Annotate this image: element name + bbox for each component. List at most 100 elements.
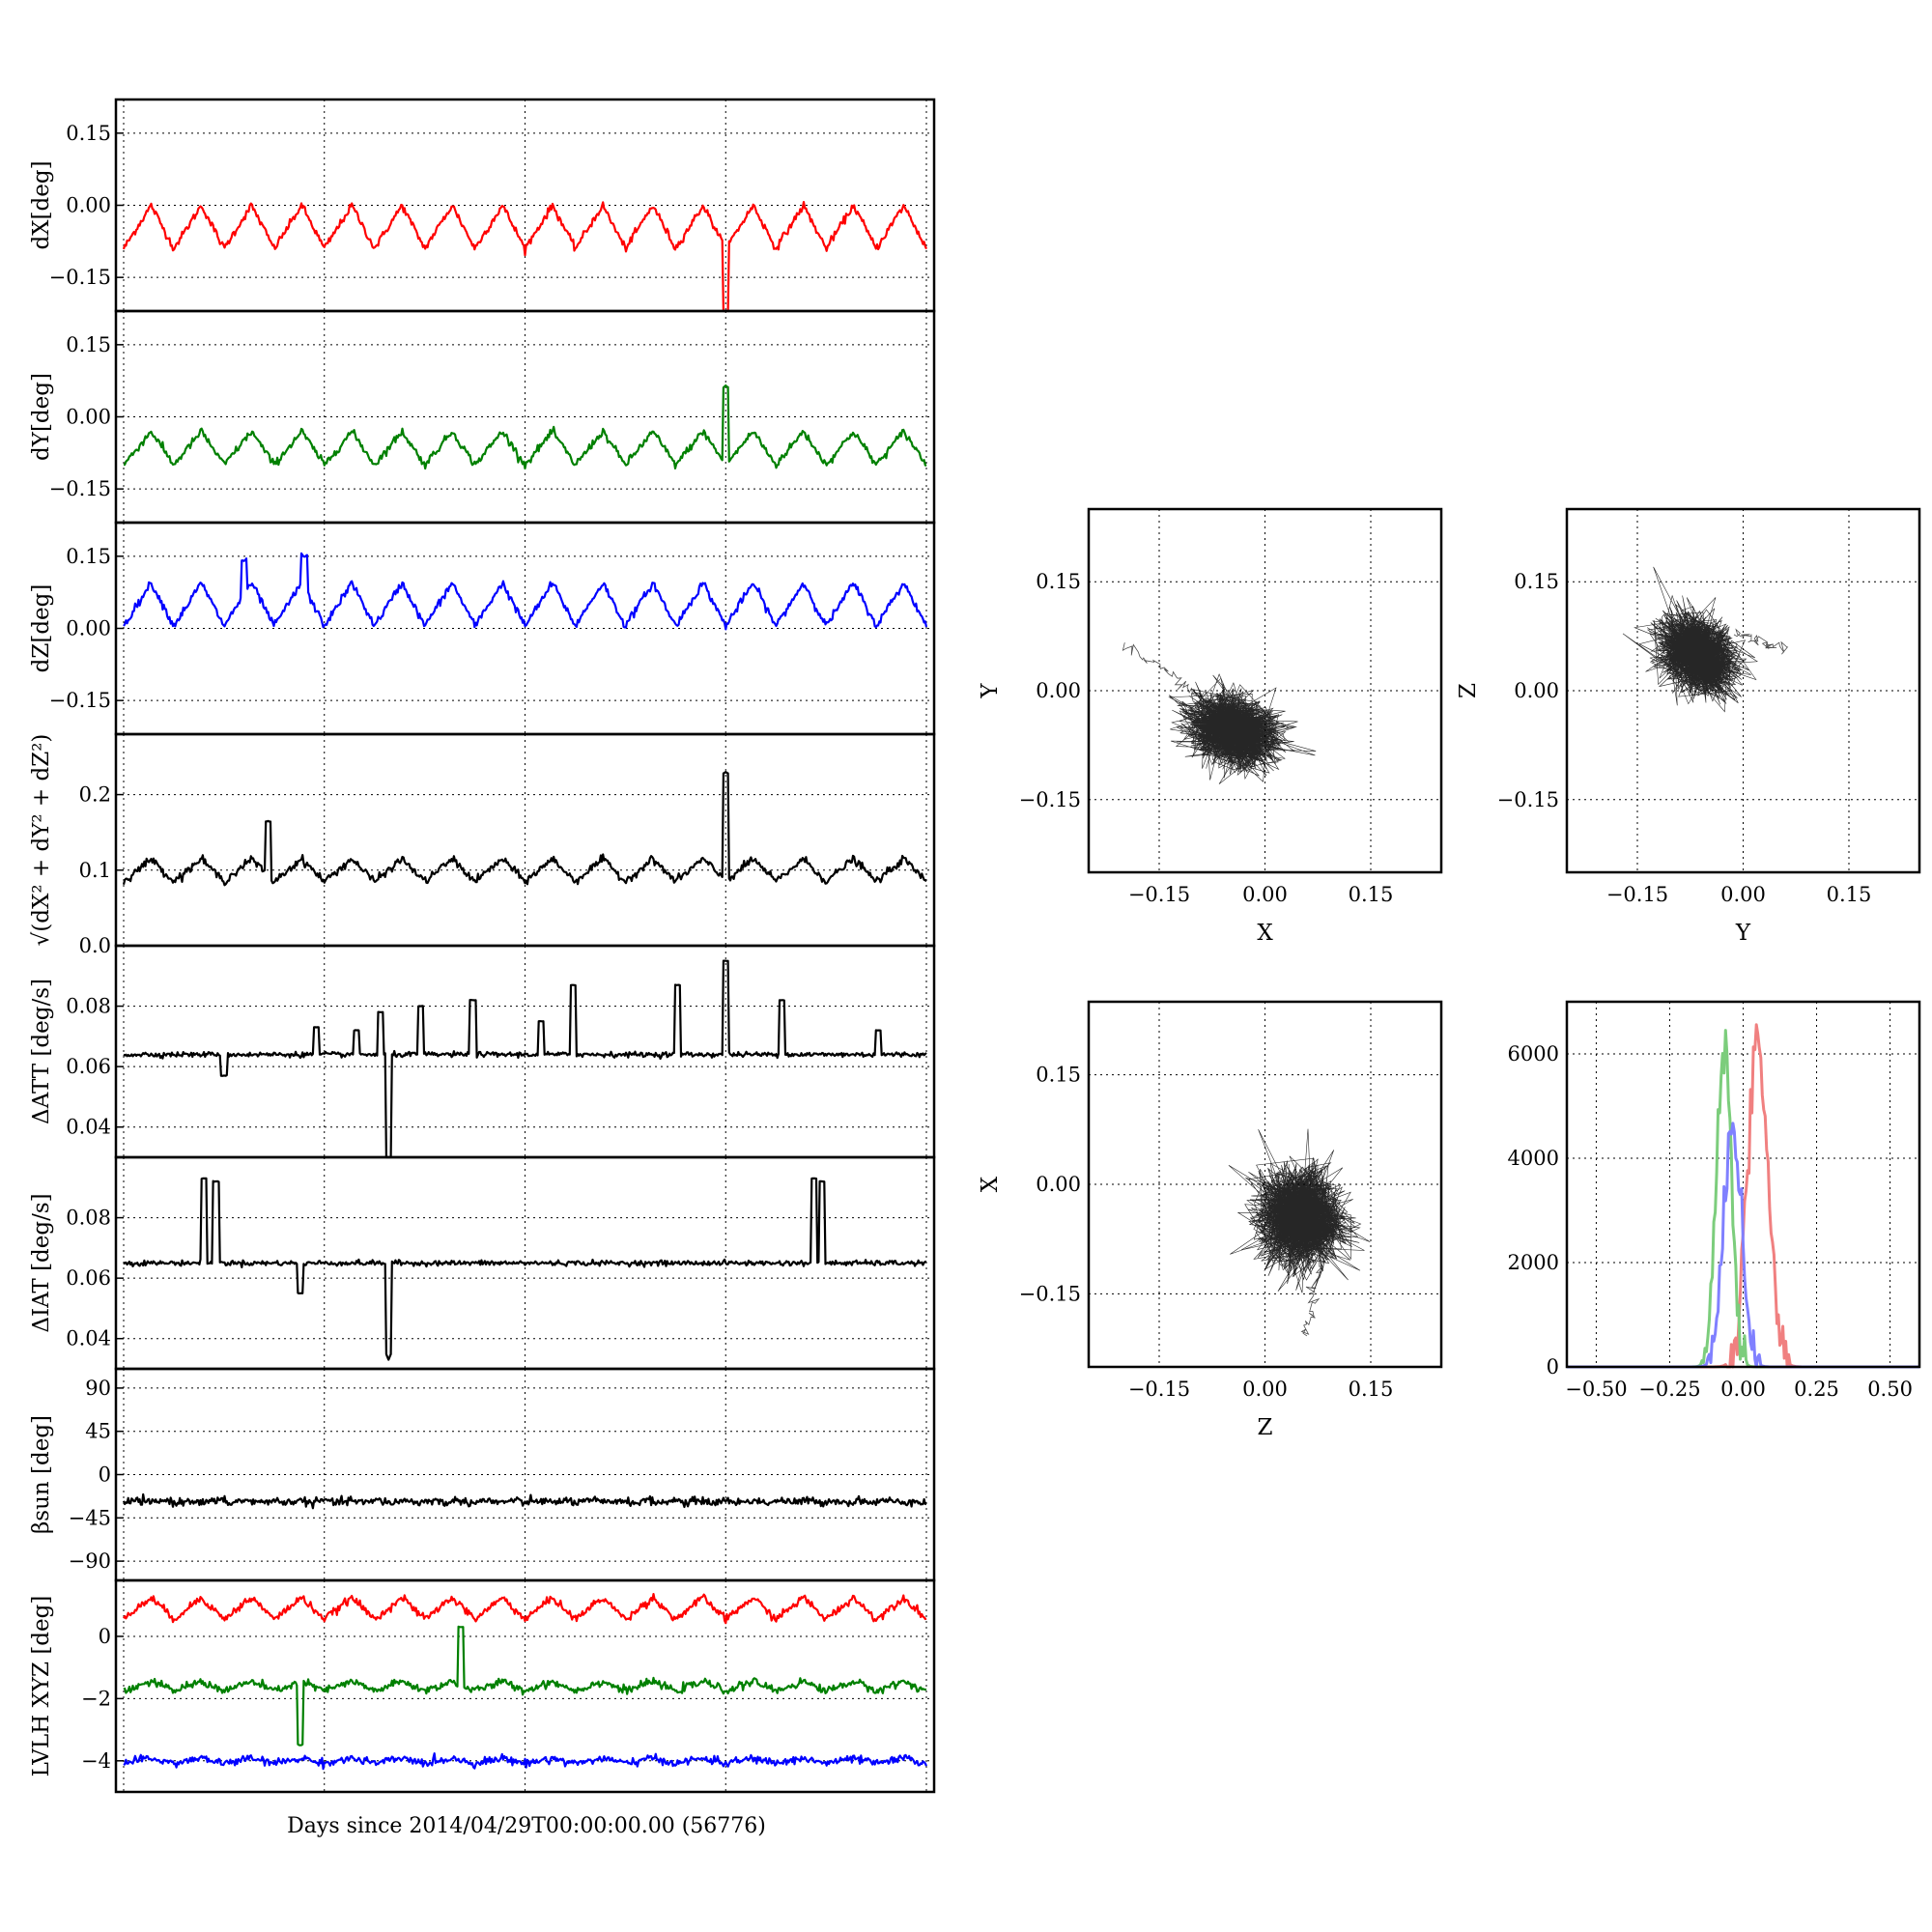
timeseries-panel-6: 0.08 0.06 0.04 ΔIAT [deg/s] [29, 1155, 936, 1371]
y-axis-label: Y [978, 683, 1003, 699]
series-line-green [123, 1625, 927, 1747]
y-tick-label: 90 [85, 1377, 111, 1400]
series-line-black [123, 959, 927, 1159]
scatter-panel-yz: −0.15 0.00 0.15 0.15 0.00 −0.15 Y Z [1456, 507, 1921, 946]
y-axis-label: X [978, 1176, 1003, 1192]
y-tick-label: 0 [1547, 1355, 1559, 1378]
y-tick-label: 0.00 [66, 194, 111, 217]
y-tick-label: 6000 [1508, 1042, 1559, 1065]
x-tick-label: −0.15 [1128, 883, 1190, 906]
y-axis-label: LVLH XYZ [deg] [29, 1596, 54, 1777]
y-tick-label: 0.04 [66, 1327, 111, 1350]
y-tick-label: 0.15 [66, 545, 111, 568]
x-tick-label: 0.50 [1867, 1378, 1913, 1401]
y-axis-label: ΔATT [deg/s] [29, 979, 54, 1124]
timeseries-panel-8: 0 −2 −4 LVLH XYZ [deg] [29, 1578, 936, 1794]
series-line-black [123, 1177, 926, 1361]
y-tick-label: −0.15 [1497, 788, 1559, 811]
y-tick-label: −0.15 [49, 689, 111, 712]
scatter-tail [1122, 642, 1205, 698]
timeseries-panel-3: 0.15 0.00 −0.15 dZ[deg] [29, 521, 936, 736]
y-tick-label: 0.0 [79, 934, 111, 957]
scatter-tail [1733, 628, 1789, 655]
y-tick-label: 0.15 [66, 333, 111, 356]
histogram-panel: −0.50 −0.25 0.00 0.25 0.50 6000 4000 2000 0 [1508, 1000, 1921, 1401]
y-tick-label: 45 [85, 1420, 111, 1443]
timeseries-panel-5: 0.08 0.06 0.04 ΔATT [deg/s] [29, 944, 936, 1159]
y-tick-label: 4000 [1508, 1147, 1559, 1170]
y-tick-label: 0.00 [1036, 1173, 1081, 1196]
scatter-cloud [1622, 566, 1759, 713]
y-tick-label: 0.00 [66, 617, 111, 640]
timeseries-panel-4: 0.2 0.1 0.0 √(dX² + dY² + dZ²) [29, 732, 936, 957]
scatter-panel-xy: −0.15 0.00 0.15 0.15 0.00 −0.15 X Y [978, 507, 1443, 946]
timeseries-panel-2: 0.15 0.00 −0.15 dY[deg] [29, 309, 936, 525]
series-line-red [122, 201, 928, 313]
y-tick-label: 0.08 [66, 995, 111, 1018]
scatter-cloud [1228, 1128, 1371, 1293]
y-tick-label: 0.15 [1036, 1064, 1081, 1087]
x-tick-label: −0.50 [1565, 1378, 1627, 1401]
x-tick-label: −0.15 [1128, 1378, 1190, 1401]
timeseries-panel-1: 0.15 0.00 −0.15 dX[deg] [29, 98, 936, 313]
x-tick-label: −0.15 [1606, 883, 1668, 906]
scatter-panel-zx: −0.15 0.00 0.15 0.15 0.00 −0.15 Z X [978, 1000, 1443, 1440]
series-line-blue [123, 552, 928, 631]
y-tick-label: 0.00 [1036, 679, 1081, 702]
series-line-black [122, 771, 927, 887]
timeseries-panel-7: 90 45 0 −45 −90 βsun [deg] [29, 1367, 936, 1582]
y-tick-label: 0 [99, 1625, 111, 1648]
y-tick-label: −2 [81, 1687, 111, 1710]
y-tick-label: 0.00 [1514, 679, 1559, 702]
x-axis-label: X [1257, 921, 1273, 946]
x-tick-label: 0.00 [1242, 1378, 1288, 1401]
bottom-xlabel: Days since 2014/04/29T00:00:00.00 (56776… [287, 1814, 766, 1838]
panel-frame [1087, 507, 1443, 874]
x-tick-label: −0.25 [1638, 1378, 1700, 1401]
chart-stage: 0.150.00−0.15dX[deg]0.150.00−0.15dY[deg]… [29, 98, 1921, 1794]
y-tick-label: −0.15 [49, 266, 111, 289]
x-tick-label: 0.15 [1827, 883, 1872, 906]
panel-frame [1565, 1000, 1921, 1369]
series-line-green [123, 384, 927, 470]
y-tick-label: 0.08 [66, 1207, 111, 1230]
x-tick-label: 0.00 [1720, 1378, 1766, 1401]
y-tick-label: 0.06 [66, 1266, 111, 1290]
y-axis-label: βsun [deg] [29, 1415, 54, 1534]
y-tick-label: 0.06 [66, 1055, 111, 1078]
x-tick-label: 0.25 [1794, 1378, 1839, 1401]
series-line-red [123, 1593, 927, 1625]
y-tick-label: 0.2 [79, 783, 111, 807]
y-axis-label: ΔIAT [deg/s] [29, 1193, 54, 1332]
y-tick-label: −45 [69, 1506, 111, 1529]
y-axis-label: dZ[deg] [29, 584, 54, 673]
x-tick-label: 0.00 [1720, 883, 1766, 906]
y-tick-label: 0.15 [66, 122, 111, 145]
series-line-black [122, 1492, 927, 1510]
y-tick-label: 0.15 [1514, 570, 1559, 593]
y-tick-label: 0 [99, 1463, 111, 1487]
x-axis-label: Y [1735, 921, 1751, 946]
panel-frame [114, 1578, 936, 1794]
y-axis-label: √(dX² + dY² + dZ²) [29, 734, 54, 947]
scatter-tail [1300, 1253, 1327, 1337]
y-axis-label: dX[deg] [29, 160, 54, 249]
x-tick-label: 0.15 [1349, 883, 1394, 906]
x-axis-label: Z [1258, 1415, 1273, 1440]
x-tick-label: 0.15 [1349, 1378, 1394, 1401]
y-axis-label: dY[deg] [29, 373, 54, 461]
y-tick-label: 2000 [1508, 1251, 1559, 1274]
panel-frame [1565, 507, 1921, 874]
series-line-blue [123, 1752, 928, 1771]
y-tick-label: 0.15 [1036, 570, 1081, 593]
y-tick-label: −0.15 [1019, 788, 1081, 811]
y-tick-label: 0.1 [79, 859, 111, 882]
y-tick-label: −90 [69, 1549, 111, 1573]
x-tick-label: 0.00 [1242, 883, 1288, 906]
y-tick-label: 0.04 [66, 1116, 111, 1139]
y-tick-label: −0.15 [49, 477, 111, 500]
y-tick-label: −0.15 [1019, 1282, 1081, 1305]
panel-frame [1087, 1000, 1443, 1369]
scatter-cloud [1168, 673, 1317, 784]
